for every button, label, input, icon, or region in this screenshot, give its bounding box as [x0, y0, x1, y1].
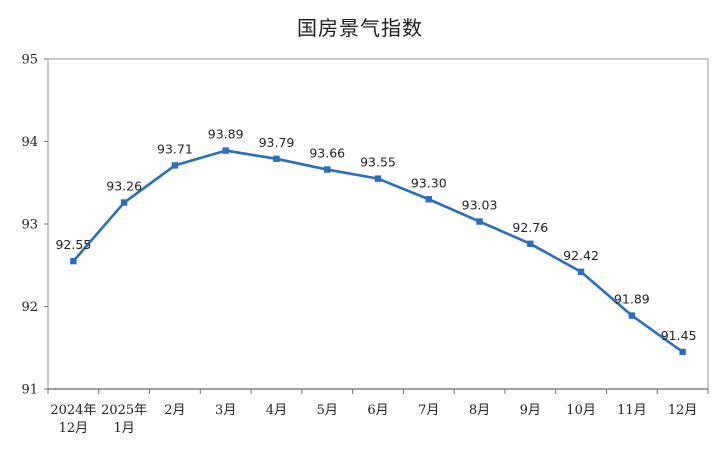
- chart-title: 国房景气指数: [297, 16, 423, 40]
- x-tick-label: 6月: [367, 403, 388, 418]
- y-tick-label: 93: [21, 218, 38, 233]
- x-tick-label: 5月: [317, 403, 338, 418]
- data-label: 93.66: [309, 146, 345, 161]
- plot-frame: [47, 58, 709, 389]
- data-label: 93.55: [360, 155, 396, 170]
- data-label: 92.76: [512, 220, 548, 235]
- data-label: 93.26: [106, 179, 142, 194]
- x-tick-label: 12月: [668, 403, 698, 418]
- x-tick-label: 4月: [266, 403, 287, 418]
- data-point: [120, 199, 128, 206]
- data-point: [577, 268, 585, 276]
- y-tick-label: 94: [21, 135, 38, 150]
- data-label: 93.03: [462, 198, 498, 213]
- data-point: [70, 257, 77, 265]
- data-label: 93.79: [259, 135, 295, 150]
- data-label: 93.30: [411, 175, 447, 190]
- y-tick-label: 95: [21, 53, 38, 68]
- data-label: 91.89: [614, 292, 650, 307]
- data-point: [527, 240, 534, 247]
- x-tick-label: 2月: [164, 403, 185, 418]
- x-tick-label: 7月: [418, 403, 439, 418]
- x-tick-label: 3月: [215, 403, 236, 418]
- x-tick-label: 1月: [114, 421, 135, 436]
- data-point: [425, 196, 432, 203]
- x-tick-label: 2025年: [101, 403, 147, 418]
- data-point: [273, 155, 280, 163]
- x-tick-label: 2024年: [50, 403, 96, 418]
- data-point: [222, 147, 229, 154]
- data-point: [628, 312, 636, 319]
- data-label: 93.71: [157, 141, 193, 156]
- data-point: [324, 166, 331, 173]
- x-tick-label: 10月: [566, 403, 596, 418]
- y-tick-label: 92: [21, 300, 38, 315]
- data-label: 93.89: [208, 127, 244, 142]
- data-point: [476, 218, 483, 225]
- data-label: 91.45: [661, 328, 697, 343]
- x-tick-label: 11月: [617, 403, 647, 418]
- x-tick-label: 12月: [59, 421, 89, 436]
- x-tick-label: 9月: [520, 403, 541, 418]
- x-tick-label: 8月: [469, 403, 490, 418]
- data-point: [171, 162, 179, 169]
- data-label: 92.42: [563, 248, 599, 263]
- data-point: [374, 175, 382, 182]
- data-label: 92.55: [55, 237, 91, 252]
- y-tick-label: 91: [21, 383, 38, 398]
- data-point: [679, 348, 686, 356]
